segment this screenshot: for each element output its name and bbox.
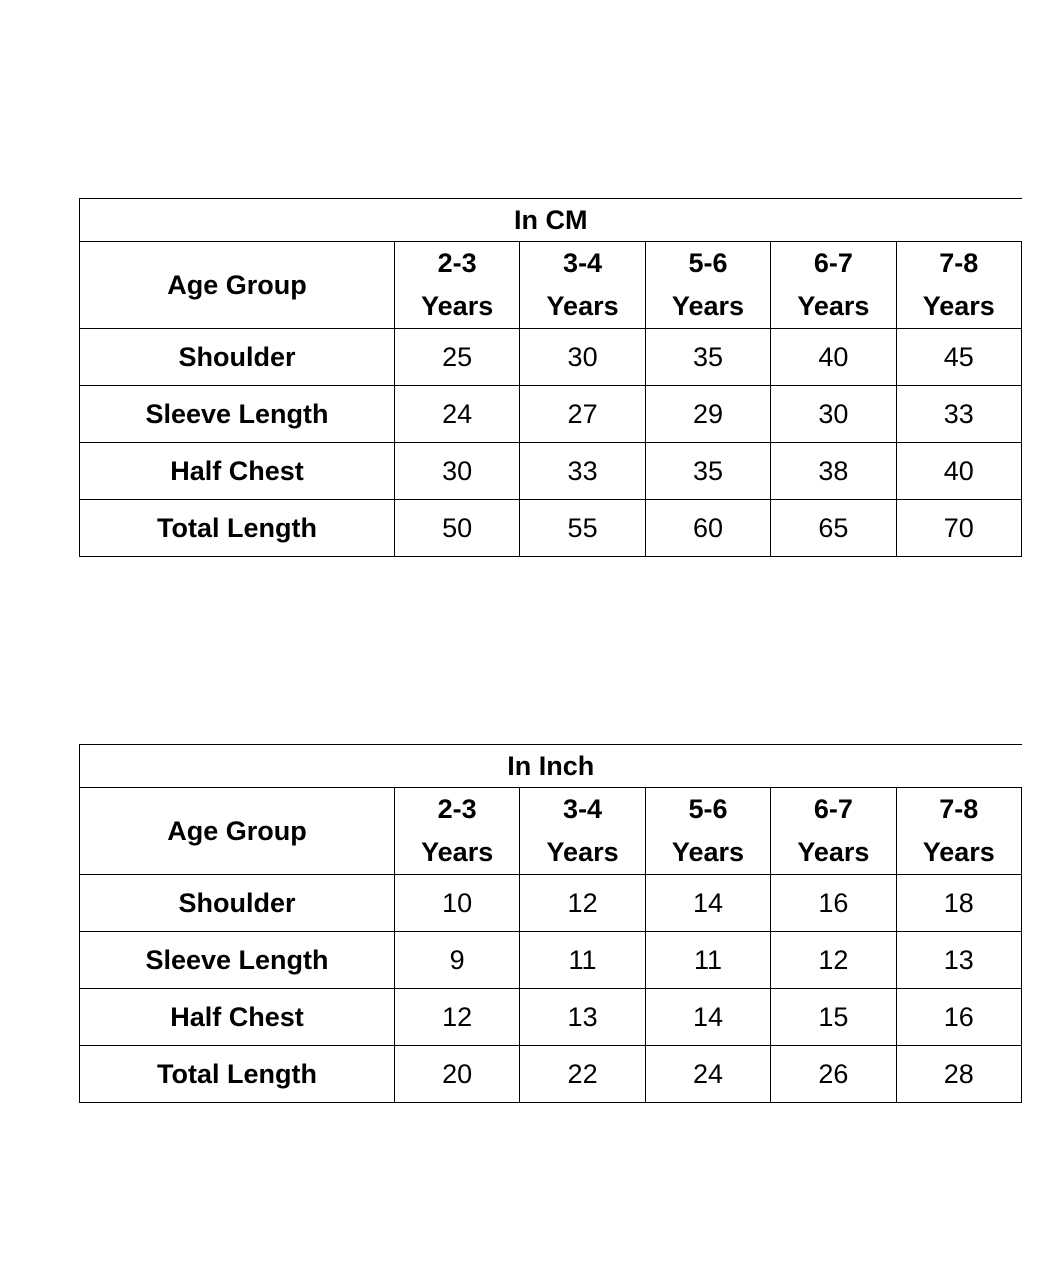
table-cell: 38 bbox=[770, 442, 897, 500]
size-range: 6-7 bbox=[813, 794, 853, 824]
table-title: In Inch bbox=[79, 744, 1022, 788]
table-row-total-length: Total Length 50 55 60 65 70 bbox=[79, 499, 1023, 557]
header-size-7-8: 7-8 Years bbox=[895, 241, 1023, 329]
table-cell: 30 bbox=[519, 328, 646, 386]
header-size-2-3: 2-3 Years bbox=[393, 787, 521, 875]
header-size-3-4: 3-4 Years bbox=[519, 787, 646, 875]
table-cell: 65 bbox=[770, 499, 897, 557]
table-header-row: Age Group 2-3 Years 3-4 Years 5-6 Years 6-7… bbox=[79, 241, 1023, 329]
size-range: 5-6 bbox=[688, 248, 728, 278]
table-cell: 30 bbox=[393, 442, 521, 500]
row-label: Total Length bbox=[79, 499, 395, 557]
table-cell: 15 bbox=[770, 988, 897, 1046]
table-title-row: In Inch bbox=[79, 744, 1022, 788]
table-cell: 60 bbox=[644, 499, 772, 557]
table-cell: 25 bbox=[393, 328, 521, 386]
table-row-shoulder: Shoulder 25 30 35 40 45 bbox=[79, 328, 1023, 386]
table-row-sleeve-length: Sleeve Length 9 11 11 12 13 bbox=[79, 931, 1023, 989]
table-cell: 26 bbox=[770, 1045, 897, 1103]
table-row-sleeve-length: Sleeve Length 24 27 29 30 33 bbox=[79, 385, 1023, 443]
header-size-6-7: 6-7 Years bbox=[770, 787, 897, 875]
size-unit: Years bbox=[421, 291, 494, 321]
table-row-shoulder: Shoulder 10 12 14 16 18 bbox=[79, 874, 1023, 932]
table-cell: 70 bbox=[895, 499, 1023, 557]
row-label: Half Chest bbox=[79, 442, 395, 500]
table-cell: 30 bbox=[770, 385, 897, 443]
table-cell: 33 bbox=[895, 385, 1023, 443]
header-size-3-4: 3-4 Years bbox=[519, 241, 646, 329]
table-cell: 29 bbox=[644, 385, 772, 443]
table-cell: 27 bbox=[519, 385, 646, 443]
size-unit: Years bbox=[421, 837, 494, 867]
size-range: 6-7 bbox=[813, 248, 853, 278]
table-cell: 50 bbox=[393, 499, 521, 557]
table-cell: 12 bbox=[770, 931, 897, 989]
size-unit: Years bbox=[922, 837, 995, 867]
row-label: Total Length bbox=[79, 1045, 395, 1103]
table-cell: 40 bbox=[770, 328, 897, 386]
table-cell: 28 bbox=[895, 1045, 1023, 1103]
table-cell: 24 bbox=[393, 385, 521, 443]
table-cell: 20 bbox=[393, 1045, 521, 1103]
table-cell: 13 bbox=[895, 931, 1023, 989]
table-title: In CM bbox=[79, 198, 1022, 242]
table-cell: 16 bbox=[770, 874, 897, 932]
size-unit: Years bbox=[797, 291, 870, 321]
table-cell: 12 bbox=[393, 988, 521, 1046]
size-range: 7-8 bbox=[939, 794, 979, 824]
header-age-group: Age Group bbox=[79, 787, 395, 875]
table-cell: 40 bbox=[895, 442, 1023, 500]
header-size-2-3: 2-3 Years bbox=[393, 241, 521, 329]
table-row-total-length: Total Length 20 22 24 26 28 bbox=[79, 1045, 1023, 1103]
header-size-6-7: 6-7 Years bbox=[770, 241, 897, 329]
table-cell: 12 bbox=[519, 874, 646, 932]
row-label: Sleeve Length bbox=[79, 931, 395, 989]
table-cell: 35 bbox=[644, 442, 772, 500]
size-range: 3-4 bbox=[563, 794, 603, 824]
row-label: Sleeve Length bbox=[79, 385, 395, 443]
size-unit: Years bbox=[671, 837, 744, 867]
table-cell: 11 bbox=[644, 931, 772, 989]
row-label: Half Chest bbox=[79, 988, 395, 1046]
table-cell: 11 bbox=[519, 931, 646, 989]
table-cell: 18 bbox=[895, 874, 1023, 932]
size-unit: Years bbox=[922, 291, 995, 321]
size-unit: Years bbox=[546, 291, 619, 321]
table-cell: 22 bbox=[519, 1045, 646, 1103]
table-cell: 55 bbox=[519, 499, 646, 557]
table-cell: 10 bbox=[393, 874, 521, 932]
size-unit: Years bbox=[797, 837, 870, 867]
size-chart-cm-table: In CM Age Group 2-3 Years 3-4 Years 5-6 Yea… bbox=[79, 198, 1023, 557]
size-range: 7-8 bbox=[939, 248, 979, 278]
row-label: Shoulder bbox=[79, 874, 395, 932]
table-cell: 33 bbox=[519, 442, 646, 500]
size-unit: Years bbox=[671, 291, 744, 321]
table-cell: 9 bbox=[393, 931, 521, 989]
table-cell: 14 bbox=[644, 988, 772, 1046]
size-chart-inch-table: In Inch Age Group 2-3 Years 3-4 Years 5-6 Y… bbox=[79, 744, 1023, 1103]
table-cell: 14 bbox=[644, 874, 772, 932]
table-cell: 13 bbox=[519, 988, 646, 1046]
table-cell: 16 bbox=[895, 988, 1023, 1046]
header-size-7-8: 7-8 Years bbox=[895, 787, 1023, 875]
size-range: 5-6 bbox=[688, 794, 728, 824]
table-title-row: In CM bbox=[79, 198, 1022, 242]
table-cell: 24 bbox=[644, 1045, 772, 1103]
size-range: 3-4 bbox=[563, 248, 603, 278]
size-unit: Years bbox=[546, 837, 619, 867]
header-age-group: Age Group bbox=[79, 241, 395, 329]
table-header-row: Age Group 2-3 Years 3-4 Years 5-6 Years 6-7… bbox=[79, 787, 1023, 875]
row-label: Shoulder bbox=[79, 328, 395, 386]
size-range: 2-3 bbox=[437, 794, 477, 824]
header-size-5-6: 5-6 Years bbox=[644, 241, 772, 329]
size-range: 2-3 bbox=[437, 248, 477, 278]
table-row-half-chest: Half Chest 30 33 35 38 40 bbox=[79, 442, 1023, 500]
table-cell: 35 bbox=[644, 328, 772, 386]
table-row-half-chest: Half Chest 12 13 14 15 16 bbox=[79, 988, 1023, 1046]
table-cell: 45 bbox=[895, 328, 1023, 386]
header-size-5-6: 5-6 Years bbox=[644, 787, 772, 875]
